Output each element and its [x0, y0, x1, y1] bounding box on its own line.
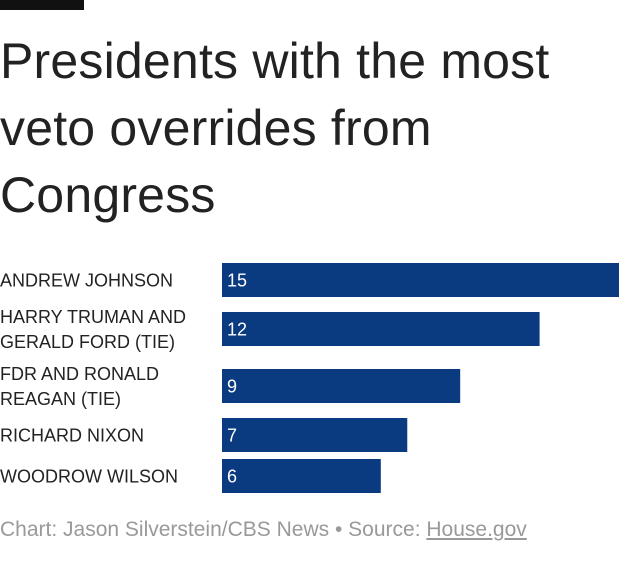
bar [222, 312, 540, 346]
bar-group: 6 WOODROW WILSON [0, 459, 381, 493]
chart-footer: Chart: Jason Silverstein/CBS News • Sour… [0, 518, 527, 542]
category-label: ANDREW JOHNSON [0, 271, 173, 291]
category-label-line: HARRY TRUMAN AND [0, 307, 186, 327]
bar [222, 459, 381, 493]
category-label-line: RICHARD NIXON [0, 426, 144, 446]
source-label: Source: [348, 518, 421, 541]
bar-value-label: 9 [227, 377, 237, 397]
chart-title: Presidents with the most veto overrides … [0, 33, 550, 223]
category-label: RICHARD NIXON [0, 426, 144, 446]
bar [222, 418, 408, 452]
bar-value-label: 12 [227, 320, 247, 340]
category-label: WOODROW WILSON [0, 467, 178, 487]
top-accent-rule [0, 0, 84, 10]
category-label-line: REAGAN (TIE) [0, 389, 121, 409]
bar-value-label: 7 [227, 426, 237, 446]
bar-group: 15 ANDREW JOHNSON [0, 263, 619, 297]
category-label-line: GERALD FORD (TIE) [0, 332, 175, 352]
category-label: HARRY TRUMAN AND GERALD FORD (TIE) [0, 307, 186, 352]
category-label-line: WOODROW WILSON [0, 467, 178, 487]
category-label-line: ANDREW JOHNSON [0, 271, 173, 291]
source-link[interactable]: House.gov [426, 518, 527, 541]
bar [222, 263, 619, 297]
bar-value-label: 6 [227, 467, 237, 487]
bar-group: 9 FDR AND RONALD REAGAN (TIE) [0, 364, 461, 409]
bar-value-label: 15 [227, 271, 247, 291]
bar-group: 7 RICHARD NIXON [0, 418, 408, 452]
category-label-line: FDR AND RONALD [0, 364, 159, 384]
chart-credit: Chart: Jason Silverstein/CBS News [0, 518, 330, 541]
category-label: FDR AND RONALD REAGAN (TIE) [0, 364, 159, 409]
bar [222, 369, 461, 403]
footer-separator: • [334, 518, 343, 541]
bar-chart: 15 ANDREW JOHNSON 12 HARRY TRUMAN AND GERALD… [0, 263, 619, 493]
bar-group: 12 HARRY TRUMAN AND GERALD FORD (TIE) [0, 307, 540, 352]
